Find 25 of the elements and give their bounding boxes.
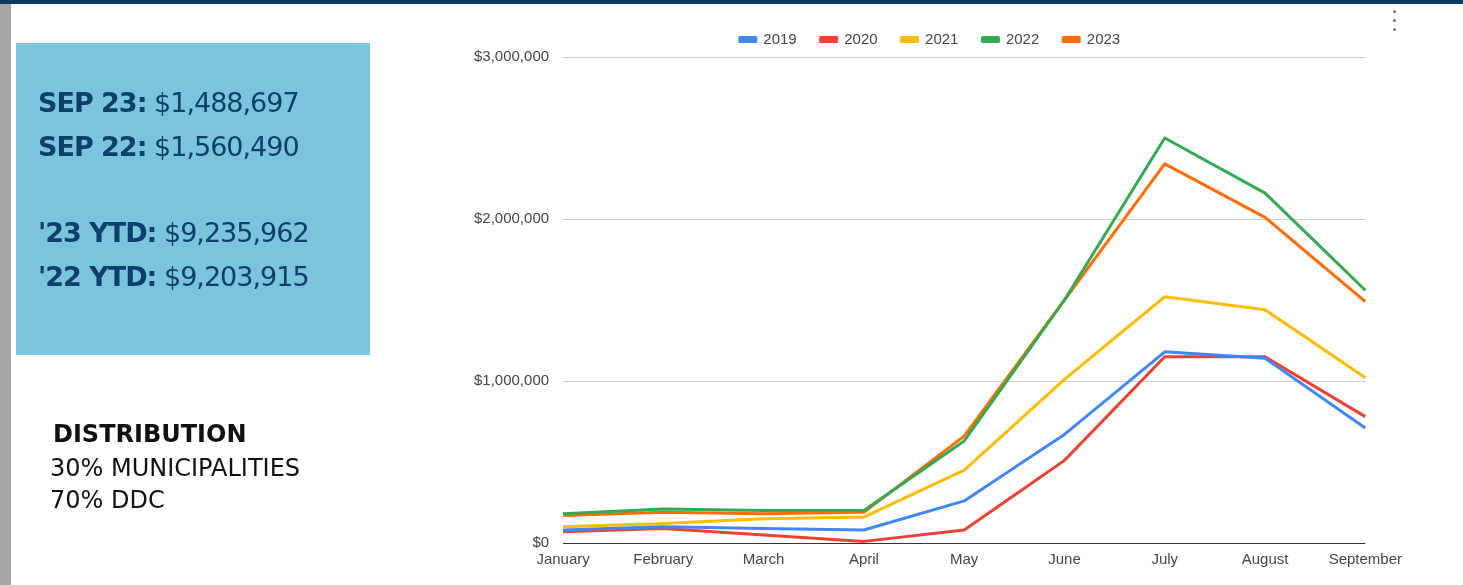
text: SEP 23: $1,488,697 xyxy=(38,86,300,120)
y-tick-label: $2,000,000 xyxy=(474,209,550,227)
legend-label: 2020 xyxy=(844,29,878,47)
text: 70% DDC xyxy=(50,485,166,516)
text: '23 YTD: $9,235,962 xyxy=(38,216,310,250)
x-tick-label: June xyxy=(1048,550,1081,568)
text: 30% MUNICIPALITIES xyxy=(50,453,301,484)
x-tick-label: February xyxy=(633,550,694,568)
y-tick-label: $0 xyxy=(532,533,550,551)
legend-label: 2019 xyxy=(763,29,797,47)
x-tick-label: August xyxy=(1241,550,1290,568)
x-tick-label: July xyxy=(1151,550,1179,568)
x-tick-label: January xyxy=(536,550,591,568)
y-tick-label: $1,000,000 xyxy=(474,371,550,389)
x-tick-label: May xyxy=(950,550,979,568)
x-tick-label: March xyxy=(742,550,785,568)
x-tick-label: September xyxy=(1328,550,1402,568)
legend-label: 2023 xyxy=(1086,29,1121,47)
text: DISTRIBUTION xyxy=(53,419,248,450)
text: SEP 22: $1,560,490 xyxy=(38,130,300,164)
legend-label: 2022 xyxy=(1005,29,1040,47)
legend-label: 2021 xyxy=(925,29,959,47)
y-tick-label: $3,000,000 xyxy=(474,47,550,65)
text: '22 YTD: $9,203,915 xyxy=(38,260,310,294)
x-tick-label: April xyxy=(848,550,879,568)
